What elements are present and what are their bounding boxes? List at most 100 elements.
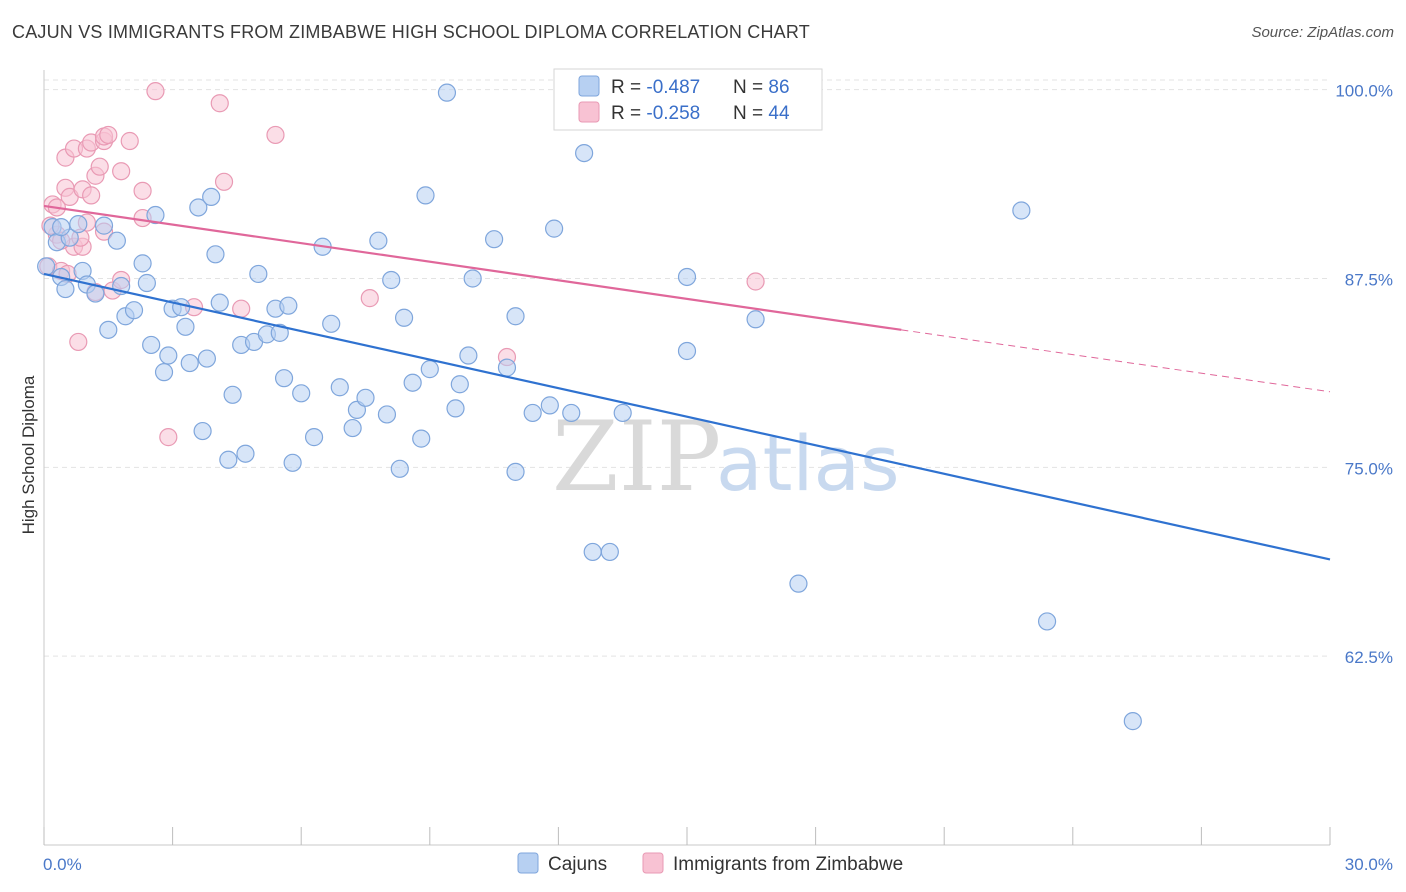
cajun-point-75 — [600, 542, 619, 562]
zimbabwe-point-27 — [159, 428, 178, 447]
cajun-point-22 — [172, 298, 191, 317]
legend-r-value-1: -0.487 — [646, 77, 700, 98]
zimbabwe-point-13 — [82, 186, 101, 205]
cajun-point-84 — [52, 218, 71, 237]
cajun-point-44 — [304, 428, 324, 447]
cajun-point-59 — [420, 360, 439, 379]
cajun-point-30 — [210, 293, 229, 312]
legend-swatch-cajuns — [578, 75, 600, 97]
zimbabwe-point-29 — [210, 94, 229, 113]
cajun-point-25 — [189, 198, 208, 217]
cajun-point-0 — [37, 257, 56, 276]
trend-lines — [43, 204, 1331, 561]
cajun-point-12 — [107, 231, 126, 250]
cajun-point-70 — [540, 396, 559, 415]
zimbabwe-point-26 — [146, 82, 165, 101]
cajun-point-31 — [219, 450, 238, 469]
cajun-point-67 — [506, 307, 525, 326]
bottom-legend-label-zimbabwe[interactable]: Immigrants from Zimbabwe — [673, 854, 903, 875]
cajun-point-24 — [180, 353, 199, 373]
cajun-point-41 — [279, 296, 298, 315]
legend-row2: R = -0.258 — [611, 103, 700, 124]
cajun-point-57 — [412, 429, 431, 448]
y-tick-labels: 100.0% 87.5% 75.0% 62.5% — [1335, 82, 1393, 668]
cajun-point-53 — [382, 270, 401, 290]
cajun-point-39 — [270, 323, 289, 342]
zimbabwe-point-30 — [214, 172, 234, 191]
cajun-point-46 — [322, 314, 341, 333]
legend-r-label-2: R = — [611, 103, 646, 124]
cajun-point-4 — [56, 279, 75, 299]
cajun-point-68 — [506, 462, 525, 481]
cajun-point-34 — [236, 444, 255, 463]
cajun-point-18 — [146, 205, 165, 225]
watermark: ZIP atlas — [552, 401, 900, 513]
cajun-point-16 — [137, 273, 156, 293]
zimbabwe-point-19 — [99, 125, 118, 145]
cajun-point-50 — [356, 388, 375, 407]
cajun-point-19 — [154, 363, 174, 382]
cajun-point-82 — [1037, 612, 1057, 631]
cajun-point-58 — [416, 186, 435, 205]
x-tick-label-min: 0.0% — [43, 855, 82, 874]
cajun-point-78 — [677, 341, 697, 361]
cajun-point-66 — [485, 230, 504, 249]
x-tick-label-max: 30.0% — [1345, 855, 1393, 874]
watermark-zip: ZIP — [552, 401, 721, 513]
legend-row1-n: N = 86 — [733, 77, 790, 98]
watermark-atlas: atlas — [716, 419, 900, 508]
legend-r-label-1: R = — [611, 77, 646, 98]
cajun-point-32 — [223, 385, 242, 404]
cajun-point-54 — [390, 459, 409, 478]
bottom-legend: Cajuns Immigrants from Zimbabwe — [517, 852, 903, 875]
cajun-point-27 — [197, 349, 216, 368]
bottom-legend-swatch-zimbabwe[interactable] — [642, 852, 664, 874]
cajun-point-29 — [206, 245, 225, 264]
cajun-point-26 — [193, 421, 212, 441]
x-ticks — [43, 827, 1331, 845]
source-label: Source: ZipAtlas.com — [1251, 24, 1394, 41]
cajun-point-28 — [202, 187, 221, 207]
cajun-point-17 — [142, 335, 161, 355]
zimbabwe-point-9 — [69, 332, 88, 352]
zimbabwe-point-32 — [266, 125, 285, 145]
bottom-legend-label-cajuns[interactable]: Cajuns — [548, 854, 607, 875]
zimbabwe-point-33 — [360, 289, 379, 308]
cajun-point-76 — [613, 403, 632, 423]
zimbabwe-trend-line-extension — [901, 329, 1331, 393]
cajun-point-64 — [463, 269, 482, 288]
zimbabwe-point-35 — [746, 272, 765, 291]
cajun-point-36 — [249, 264, 268, 284]
cajun-point-71 — [545, 219, 564, 238]
y-tick-label-0: 100.0% — [1335, 82, 1393, 101]
cajun-point-60 — [437, 83, 457, 102]
legend-n-label-2: N = — [733, 103, 768, 124]
zimbabwe-trend-line — [43, 204, 902, 331]
cajun-point-77 — [677, 267, 697, 287]
zimbabwe-point-24 — [133, 181, 152, 200]
cajun-trend-line — [43, 272, 1331, 561]
cajun-point-72 — [562, 403, 581, 423]
cajun-point-51 — [369, 231, 388, 250]
zimbabwe-point-22 — [112, 162, 131, 181]
cajun-point-69 — [523, 403, 542, 423]
chart-title: CAJUN VS IMMIGRANTS FROM ZIMBABWE HIGH S… — [12, 22, 810, 42]
zimbabwe-point-23 — [120, 131, 139, 151]
cajun-point-40 — [274, 369, 294, 388]
bottom-legend-swatch-cajuns[interactable] — [517, 852, 539, 874]
cajun-point-65 — [497, 358, 517, 377]
cajun-point-61 — [446, 399, 465, 418]
cajun-point-56 — [403, 373, 422, 392]
cajun-point-6 — [69, 214, 88, 234]
legend-n-value-2: 44 — [768, 103, 790, 124]
y-tick-label-2: 75.0% — [1345, 459, 1393, 478]
cajun-point-79 — [746, 310, 765, 329]
grid-lines — [44, 79, 1330, 657]
cajun-point-10 — [94, 216, 114, 235]
y-axis-title: High School Diploma — [19, 375, 38, 534]
cajun-point-63 — [459, 346, 478, 365]
cajun-point-14 — [124, 301, 144, 320]
cajun-point-52 — [377, 405, 397, 424]
cajun-point-62 — [450, 375, 469, 394]
cajun-point-48 — [343, 418, 362, 438]
